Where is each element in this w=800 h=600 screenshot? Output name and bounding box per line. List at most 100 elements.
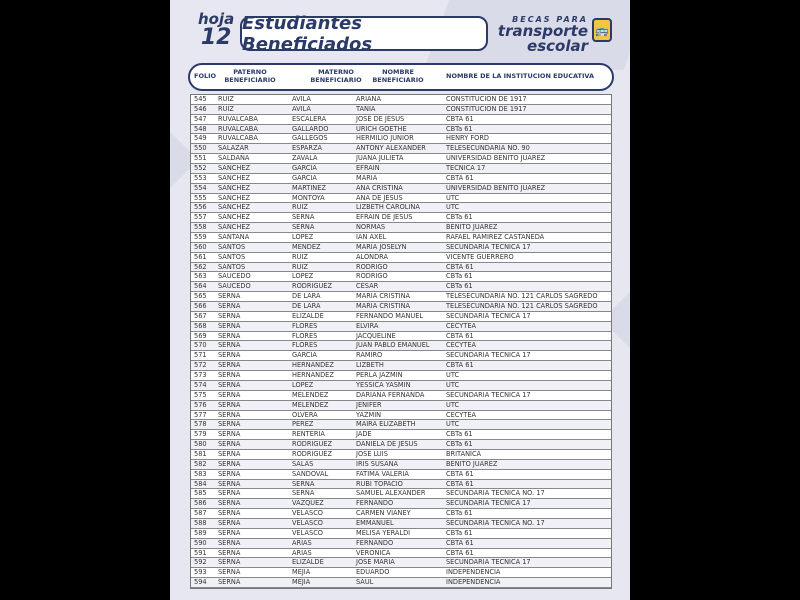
sheet-value: 12: [200, 25, 232, 50]
nombre-cell: EDUARDO: [356, 568, 390, 577]
paterno-cell: SERNA: [218, 518, 241, 527]
paterno-cell: SALAZAR: [218, 144, 249, 153]
materno-cell: RODRIGUEZ: [292, 282, 332, 291]
institucion-cell: CBTa 61: [446, 282, 473, 291]
nombre-cell: JUAN PABLO EMANUEL: [356, 341, 430, 350]
institucion-cell: CBTA 61: [446, 262, 474, 271]
materno-cell: ESPARZA: [292, 144, 323, 153]
materno-cell: RODRIGUEZ: [292, 440, 332, 449]
folio-cell: 574: [194, 380, 207, 389]
institucion-cell: CBTa 61: [446, 124, 473, 133]
paterno-cell: SANCHEZ: [218, 183, 250, 192]
folio-cell: 562: [194, 262, 207, 271]
institucion-cell: SECUNDARIA TECNICA 17: [446, 499, 531, 508]
table-row: 553 SANCHEZ GARCIA MARIA CBTA 61: [191, 174, 611, 184]
nombre-cell: MARIA JOSELYN: [356, 242, 407, 251]
institucion-cell: CBTa 61: [446, 509, 473, 518]
nombre-cell: RUBI TOPACIO: [356, 479, 403, 488]
table-row: 568 SERNA FLORES ELVIRA CECYTEA: [191, 321, 611, 332]
paterno-cell: SERNA: [218, 499, 241, 508]
paterno-cell: SERNA: [218, 371, 241, 380]
nombre-cell: RAMIRO: [356, 351, 383, 360]
materno-cell: ELIZALDE: [292, 558, 324, 567]
paterno-cell: SANTOS: [218, 262, 246, 271]
paterno-cell: SANTOS: [218, 242, 246, 251]
institucion-cell: SECUNDARIA TECNICA NO. 17: [446, 489, 545, 498]
table-row: 556 SANCHEZ RUIZ LIZBETH CAROLINA UTC: [191, 203, 611, 214]
nombre-cell: LIZBETH: [356, 361, 384, 370]
institucion-cell: UTC: [446, 371, 460, 380]
sheet-label: hoja: [198, 10, 235, 28]
column-header-materno: MATERNO BENEFICIARIO: [310, 68, 362, 84]
table-row: 569 SERNA FLORES JACQUELINE CBTA 61: [191, 332, 611, 342]
table-row: 555 SANCHEZ MONTOYA ANA DE JESUS UTC: [191, 194, 611, 204]
folio-cell: 573: [194, 371, 207, 380]
table-row: 593 SERNA MEJIA EDUARDO INDEPENDENCIA: [191, 568, 611, 579]
nombre-cell: CARMEN VIANEY: [356, 509, 411, 518]
folio-cell: 551: [194, 154, 207, 163]
table-row: 547 RUVALCABA ESCALERA JOSE DE JESUS CBTA 61: [191, 115, 611, 125]
folio-cell: 554: [194, 183, 207, 192]
institucion-cell: UNIVERSIDAD BENITO JUAREZ: [446, 183, 546, 192]
nombre-cell: MARIA CRISTINA: [356, 292, 411, 301]
folio-cell: 584: [194, 479, 207, 488]
materno-cell: ARIAS: [292, 538, 312, 547]
paterno-cell: RUIZ: [218, 95, 234, 103]
table-row: 570 SERNA FLORES JUAN PABLO EMANUEL CECYTEA: [191, 341, 611, 352]
nombre-cell: FERNANDO MANUEL: [356, 311, 424, 320]
materno-cell: PEREZ: [292, 420, 314, 429]
folio-cell: 545: [194, 95, 207, 103]
materno-cell: FLORES: [292, 331, 318, 340]
folio-cell: 571: [194, 351, 207, 360]
institucion-cell: CBTa 61: [446, 213, 473, 222]
nombre-cell: ANA CRISTINA: [356, 183, 403, 192]
logo-line-2: transporte: [497, 22, 588, 40]
institucion-cell: CBTA 61: [446, 479, 474, 488]
institucion-cell: CECYTEA: [446, 341, 476, 350]
table-row: 559 SANTANA LOPEZ IAN AXEL RAFAEL RAMIREZ CA…: [191, 233, 611, 243]
folio-cell: 588: [194, 518, 207, 527]
folio-cell: 575: [194, 390, 207, 399]
institucion-cell: UTC: [446, 400, 460, 409]
nombre-cell: ELVIRA: [356, 321, 379, 330]
materno-cell: VAZQUEZ: [292, 499, 324, 508]
institucion-cell: BENITO JUAREZ: [446, 459, 498, 468]
nombre-cell: ANTONY ALEXANDER: [356, 144, 426, 153]
materno-cell: FLORES: [292, 321, 318, 330]
paterno-cell: SERNA: [218, 558, 241, 567]
materno-cell: LOPEZ: [292, 380, 314, 389]
nombre-cell: MAIRA ELIZABETH: [356, 420, 416, 429]
folio-cell: 570: [194, 341, 207, 350]
paterno-cell: SERNA: [218, 341, 241, 350]
materno-cell: VELASCO: [292, 509, 323, 518]
paterno-cell: SERNA: [218, 321, 241, 330]
nombre-cell: JACQUELINE: [356, 331, 396, 340]
institucion-cell: TECNICA 17: [446, 164, 486, 173]
institucion-cell: CBTA 61: [446, 469, 474, 478]
materno-cell: MONTOYA: [292, 193, 325, 202]
folio-cell: 568: [194, 321, 207, 330]
institucion-cell: CECYTEA: [446, 321, 476, 330]
column-header-nombre: NOMBRE BENEFICIARIO: [372, 68, 424, 84]
table-row: 558 SANCHEZ SERNA NORMAS BENITO JUAREZ: [191, 223, 611, 234]
paterno-cell: RUVALCABA: [218, 134, 258, 143]
nombre-cell: TANIA: [356, 104, 376, 113]
table-row: 592 SERNA ELIZALDE JOSE MARIA SECUNDARIA TEC…: [191, 558, 611, 569]
folio-cell: 577: [194, 410, 207, 419]
materno-cell: ESCALERA: [292, 114, 327, 123]
folio-cell: 560: [194, 242, 207, 251]
table-row: 548 RUVALCABA GALLARDO URICH GOETHE CBTa 61: [191, 124, 611, 135]
paterno-cell: SERNA: [218, 538, 241, 547]
institucion-cell: RAFAEL RAMIREZ CASTAÑEDA: [446, 233, 545, 242]
nombre-cell: ANA DE JESUS: [356, 193, 403, 202]
nombre-cell: CESAR: [356, 282, 379, 291]
folio-cell: 567: [194, 311, 207, 320]
nombre-cell: ARIANA: [356, 95, 381, 103]
paterno-cell: SAUCEDO: [218, 282, 251, 291]
folio-cell: 557: [194, 213, 207, 222]
materno-cell: LOPEZ: [292, 272, 314, 281]
table-row: 565 SERNA DE LARA MARIA CRISTINA TELESECUNDA…: [191, 292, 611, 303]
table-row: 594 SERNA MEJIA SAUL INDEPENDENCIA: [191, 578, 611, 588]
folio-cell: 593: [194, 568, 207, 577]
table-row: 552 SANCHEZ GARCIA EFRAIN TECNICA 17: [191, 164, 611, 174]
